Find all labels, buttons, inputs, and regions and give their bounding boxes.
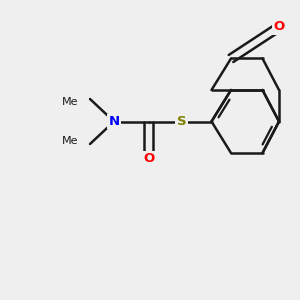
Text: Me: Me [61, 136, 78, 146]
Text: O: O [143, 152, 154, 166]
Text: O: O [273, 20, 285, 34]
Text: N: N [108, 115, 120, 128]
Text: S: S [177, 115, 186, 128]
Text: Me: Me [61, 97, 78, 107]
